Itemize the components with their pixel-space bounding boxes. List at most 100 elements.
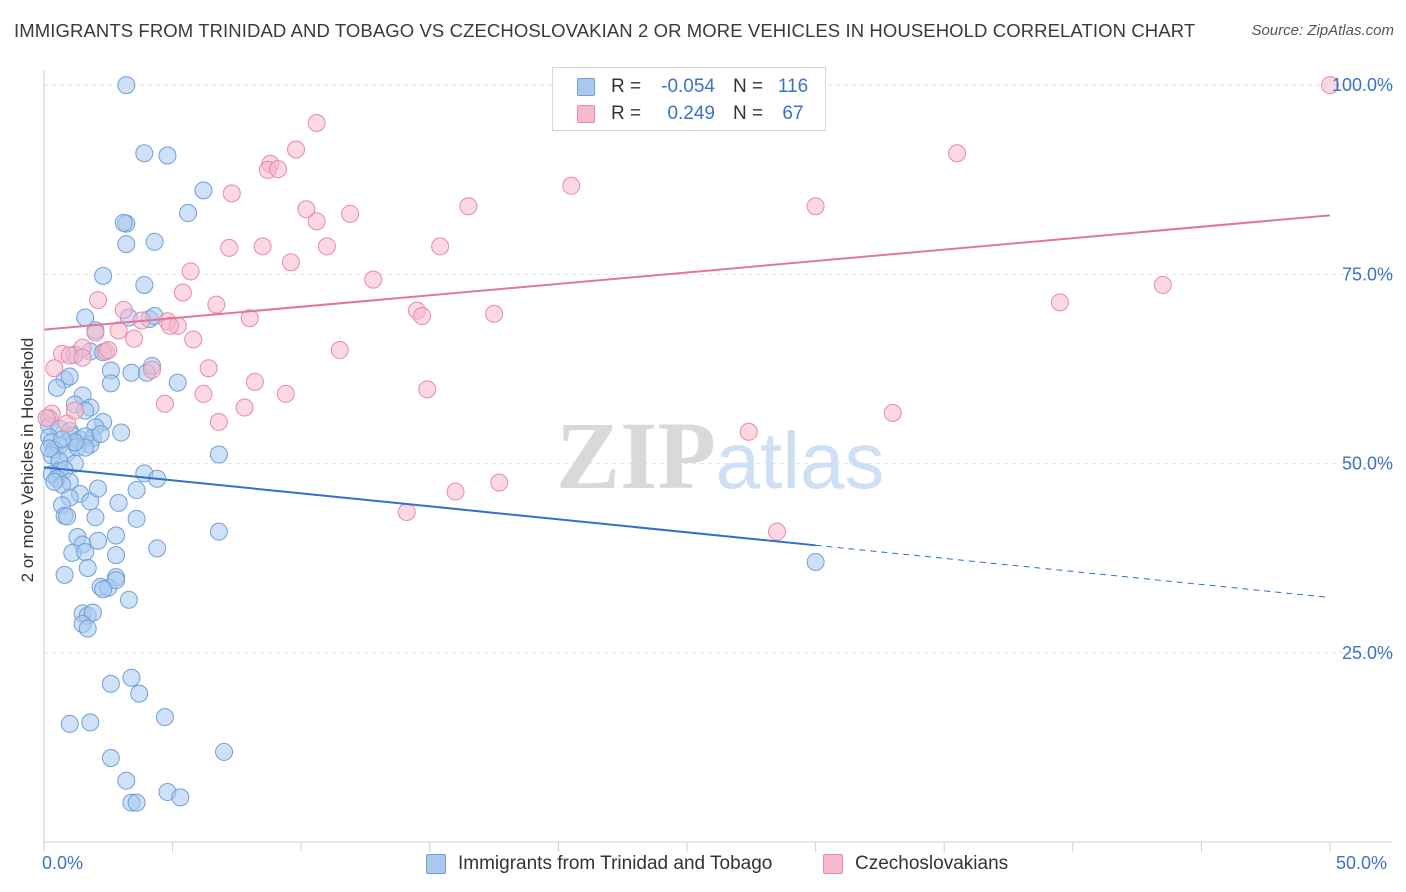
point-czech: [161, 316, 180, 335]
stats-swatch-trinidad: [577, 78, 595, 96]
point-czech: [883, 403, 902, 422]
point-trinidad: [78, 559, 97, 578]
point-czech: [562, 176, 581, 195]
y-axis-label: 2 or more Vehicles in Household: [18, 337, 37, 583]
point-trinidad: [60, 714, 79, 733]
point-trinidad: [86, 508, 105, 527]
point-trinidad: [168, 373, 187, 392]
point-czech: [806, 197, 825, 216]
series-czech-points: [37, 76, 1339, 541]
point-czech: [207, 295, 226, 314]
point-czech: [245, 372, 264, 391]
trend-line-trinidad-extension: [815, 544, 1331, 599]
point-trinidad: [47, 378, 66, 397]
trend-line-czech: [43, 214, 1331, 331]
point-trinidad: [109, 493, 128, 512]
point-trinidad: [45, 472, 64, 491]
stats-r-value: 0.249: [667, 103, 715, 124]
point-trinidad: [117, 771, 136, 790]
point-czech: [768, 522, 787, 541]
point-czech: [209, 412, 228, 431]
point-trinidad: [89, 531, 108, 550]
trend-line-trinidad: [43, 466, 816, 547]
point-czech: [431, 237, 450, 256]
point-czech: [397, 503, 416, 522]
stats-row-czech: R = 0.249 N = 67: [553, 101, 825, 129]
point-trinidad: [78, 619, 97, 638]
point-trinidad: [127, 481, 146, 500]
point-czech: [109, 321, 128, 340]
point-trinidad: [179, 204, 198, 223]
point-czech: [459, 197, 478, 216]
stats-box: R = -0.054 N = 116 R = 0.249 N = 67: [552, 67, 826, 131]
point-trinidad: [40, 439, 59, 458]
point-czech: [307, 113, 326, 132]
point-trinidad: [127, 509, 146, 528]
legend-swatch-czech: [823, 854, 843, 874]
point-trinidad: [135, 275, 154, 294]
stats-swatch-czech: [577, 105, 595, 123]
stats-r-label: R =: [611, 76, 642, 97]
point-trinidad: [53, 430, 72, 449]
point-trinidad: [76, 543, 95, 562]
point-czech: [114, 300, 133, 319]
point-czech: [194, 384, 213, 403]
point-trinidad: [130, 684, 149, 703]
point-trinidad: [194, 181, 213, 200]
stats-r-label: R =: [611, 103, 642, 124]
point-czech: [184, 330, 203, 349]
point-trinidad: [148, 539, 167, 558]
legend-label-czech: Czechoslovakians: [855, 853, 1009, 874]
point-czech: [65, 401, 84, 420]
point-czech: [199, 359, 218, 378]
stats-n-value: 67: [782, 103, 804, 124]
watermark: ZIP atlas: [556, 402, 885, 509]
point-czech: [1153, 275, 1172, 294]
point-czech: [330, 341, 349, 360]
point-czech: [173, 283, 192, 302]
point-czech: [490, 473, 509, 492]
stats-r-value: -0.054: [661, 76, 715, 97]
point-trinidad: [112, 423, 131, 442]
point-czech: [143, 360, 162, 379]
grid-lines: [44, 84, 1392, 654]
point-czech: [73, 348, 92, 367]
trend-lines: [43, 214, 1331, 599]
point-trinidad: [158, 146, 177, 165]
point-czech: [99, 341, 118, 360]
point-trinidad: [209, 522, 228, 541]
y-tick-label: 25.0%: [1342, 643, 1393, 663]
point-czech: [1321, 76, 1339, 95]
point-trinidad: [107, 526, 126, 545]
point-czech: [281, 253, 300, 272]
point-czech: [86, 323, 105, 342]
x-tick-label-min: 0.0%: [42, 853, 84, 873]
point-czech: [235, 398, 254, 417]
source-label: Source: ZipAtlas.com: [1251, 22, 1394, 39]
point-czech: [253, 237, 272, 256]
point-czech: [269, 160, 288, 179]
point-czech: [181, 262, 200, 281]
stats-n-label: N =: [733, 76, 764, 97]
point-czech: [739, 422, 758, 441]
stats-row-trinidad: R = -0.054 N = 116: [553, 74, 825, 102]
y-tick-label: 100.0%: [1332, 75, 1393, 95]
legend-label-trinidad: Immigrants from Trinidad and Tobago: [458, 853, 773, 874]
stats-n-value: 116: [777, 76, 809, 97]
point-czech: [125, 329, 144, 348]
point-czech: [240, 309, 259, 328]
y-tick-label: 75.0%: [1342, 264, 1393, 284]
point-czech: [418, 380, 437, 399]
point-trinidad: [127, 793, 146, 812]
point-trinidad: [135, 144, 154, 163]
point-trinidad: [117, 76, 136, 95]
point-trinidad: [101, 748, 120, 767]
point-trinidad: [122, 668, 141, 687]
point-czech: [341, 204, 360, 223]
point-trinidad: [94, 266, 113, 285]
point-trinidad: [155, 708, 174, 727]
point-trinidad: [117, 235, 136, 254]
point-czech: [220, 238, 239, 257]
y-tick-label: 50.0%: [1342, 454, 1393, 474]
